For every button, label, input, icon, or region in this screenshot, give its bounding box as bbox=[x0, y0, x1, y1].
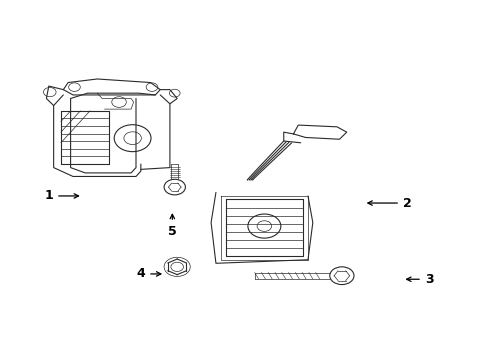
Text: 4: 4 bbox=[137, 267, 161, 280]
Text: 3: 3 bbox=[407, 273, 433, 286]
Text: 2: 2 bbox=[368, 197, 412, 210]
Text: 5: 5 bbox=[168, 214, 177, 238]
Text: 1: 1 bbox=[45, 189, 78, 202]
